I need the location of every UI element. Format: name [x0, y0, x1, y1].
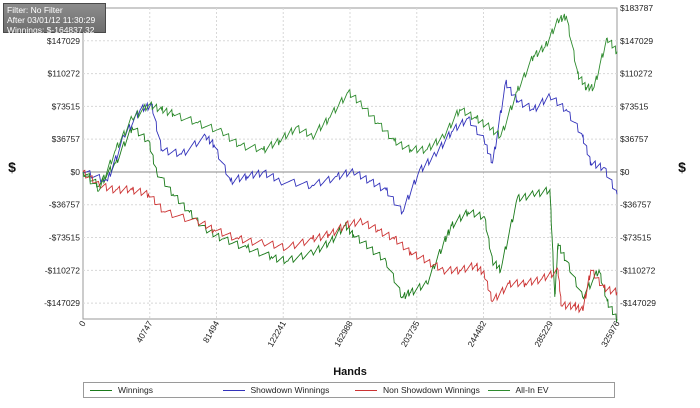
- y-tick-label-left: -$147029: [44, 298, 80, 308]
- legend-swatch-showdown: [222, 389, 245, 391]
- y-axis-title-left: $: [8, 159, 16, 175]
- x-tick-label: 0: [77, 319, 88, 328]
- legend-swatch-non-showdown: [355, 389, 377, 391]
- x-tick-label: 162988: [332, 319, 355, 349]
- y-tick-label-left: $0: [71, 167, 81, 177]
- y-tick-label-right: $73515: [620, 101, 649, 111]
- x-tick-label: 40747: [134, 319, 155, 345]
- filter-info-box: Filter: No Filter After 03/01/12 11:30:2…: [3, 3, 106, 35]
- y-tick-label-right: $183787: [620, 3, 653, 13]
- plot-area: [82, 7, 618, 320]
- y-tick-label-right: $36757: [620, 134, 649, 144]
- y-tick-label-right: -$147029: [620, 298, 656, 308]
- x-tick-label: 325976: [599, 319, 622, 349]
- x-axis-title: Hands: [333, 366, 367, 378]
- y-tick-label-left: $36757: [52, 134, 81, 144]
- legend-item-non-showdown-winnings: Non Showdown Winnings: [349, 385, 482, 395]
- x-tick-label: 81494: [201, 319, 222, 345]
- filter-text: Filter: No Filter: [7, 5, 63, 15]
- y-tick-label-right: -$73515: [620, 233, 651, 243]
- x-tick-label: 203735: [399, 319, 422, 349]
- y-axis-title-right: $: [678, 159, 686, 175]
- y-tick-label-left: $73515: [52, 101, 81, 111]
- legend-label-non-showdown: Non Showdown Winnings: [383, 385, 480, 395]
- legend: Winnings Showdown Winnings Non Showdown …: [83, 382, 615, 398]
- non-showdown-winnings-line: [82, 169, 618, 314]
- y-tick-label-right: -$36757: [620, 200, 651, 210]
- legend-label-showdown: Showdown Winnings: [250, 385, 330, 395]
- x-tick-label: 244482: [465, 319, 488, 349]
- all-in-ev-line: [82, 13, 618, 192]
- y-tick-label-left: -$73515: [49, 233, 80, 243]
- winnings-line: [82, 125, 618, 322]
- y-tick-label-left: $110272: [48, 69, 81, 79]
- y-tick-label-right: -$110272: [620, 265, 656, 275]
- y-tick-label-right: $147029: [620, 36, 653, 46]
- legend-swatch-winnings: [90, 389, 112, 391]
- y-tick-label-left: -$110272: [45, 265, 81, 275]
- y-tick-label-left: -$36757: [49, 200, 80, 210]
- legend-swatch-all-in-ev: [487, 389, 510, 391]
- showdown-winnings-line: [82, 79, 618, 215]
- x-tick-label: 122241: [265, 319, 288, 349]
- legend-item-winnings: Winnings: [84, 385, 217, 395]
- y-tick-label-right: $0: [620, 167, 630, 177]
- legend-label-winnings: Winnings: [118, 385, 153, 395]
- winnings-text: Winnings: $-164837.32: [7, 25, 95, 35]
- y-tick-label-right: $110272: [620, 69, 653, 79]
- date-filter-text: After 03/01/12 11:30:29: [7, 15, 96, 25]
- legend-item-all-in-ev: All-In EV: [482, 385, 615, 395]
- legend-item-showdown-winnings: Showdown Winnings: [217, 385, 350, 395]
- y-tick-label-left: $147029: [47, 36, 80, 46]
- x-tick-label: 285229: [532, 319, 555, 349]
- legend-label-all-in-ev: All-In EV: [515, 385, 549, 395]
